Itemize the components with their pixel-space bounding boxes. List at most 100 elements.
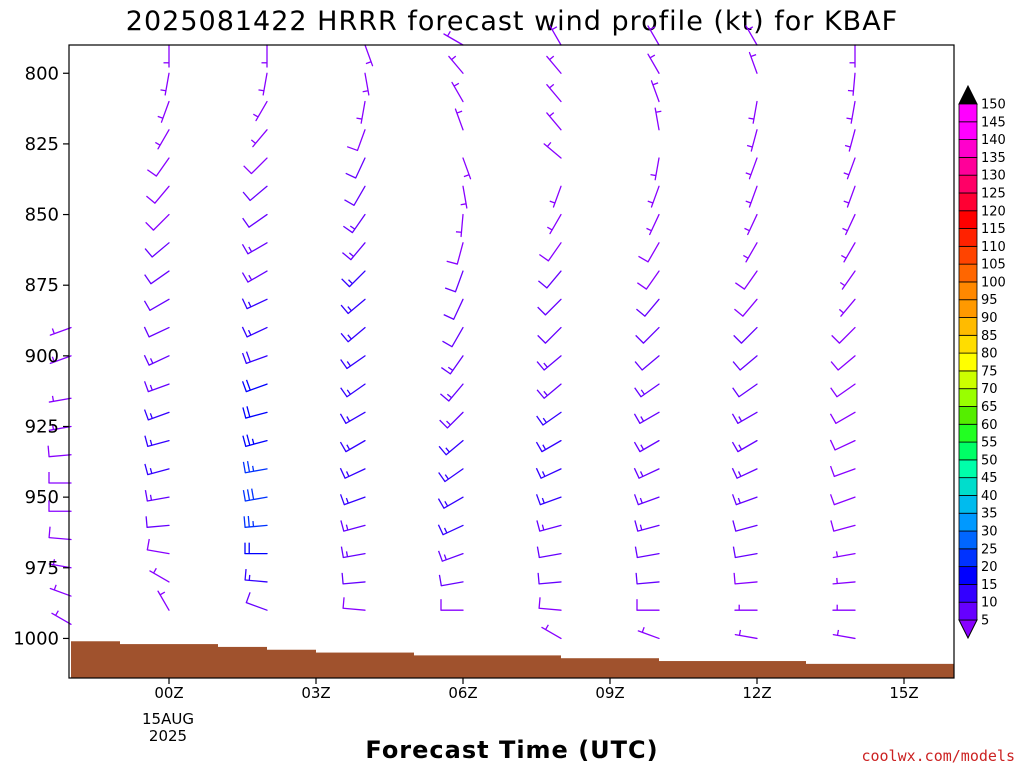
wind-barb	[745, 157, 758, 180]
wind-barb	[439, 411, 464, 429]
wind-barb	[143, 298, 170, 311]
x-tick-label: 00Z	[154, 684, 183, 702]
y-tick-label: 800	[25, 63, 59, 84]
wind-barb	[444, 270, 464, 293]
wind-barb	[537, 572, 562, 585]
colorbar-label: 135	[981, 151, 1006, 166]
wind-barb	[536, 383, 562, 399]
wind-barb	[732, 546, 758, 559]
wind-barb	[830, 520, 856, 532]
colorbar-label: 110	[981, 240, 1006, 255]
ground-segment	[414, 655, 561, 678]
wind-barb	[832, 629, 856, 640]
wind-barb	[734, 298, 758, 317]
wind-barb	[145, 213, 170, 231]
wind-barb	[143, 354, 170, 366]
colorbar-label: 120	[981, 204, 1006, 219]
wind-barb	[340, 298, 366, 315]
wind-barb	[49, 584, 72, 597]
wind-barb	[546, 55, 562, 74]
wind-barb	[743, 242, 758, 263]
wind-barb	[346, 129, 366, 152]
wind-barb	[258, 72, 268, 96]
colorbar-label: 15	[981, 578, 998, 593]
wind-barb	[546, 83, 562, 103]
wind-barb	[647, 25, 660, 46]
colorbar-label: 30	[981, 525, 998, 540]
wind-barb	[48, 395, 72, 403]
wind-barb	[541, 624, 562, 640]
wind-barb	[245, 592, 268, 611]
colorbar-label: 70	[981, 382, 998, 397]
wind-barb	[733, 326, 758, 344]
wind-barb	[243, 515, 268, 528]
wind-barb	[440, 383, 464, 402]
wind-barb	[635, 572, 660, 585]
wind-barb	[839, 270, 856, 290]
wind-barb	[356, 100, 366, 124]
wind-barb	[144, 242, 170, 258]
wind-barb	[144, 490, 170, 502]
wind-barb	[843, 157, 856, 180]
wind-barb	[829, 411, 856, 425]
wind-barb	[843, 185, 856, 208]
wind-barb	[650, 80, 660, 103]
wind-barb	[636, 298, 660, 317]
x-tick-label: 06Z	[448, 684, 477, 702]
wind-barb	[831, 326, 856, 344]
wind-barb	[535, 439, 562, 453]
wind-barb	[340, 383, 366, 398]
wind-barb	[646, 213, 660, 236]
wind-barb	[734, 270, 758, 290]
colorbar-swatch	[958, 139, 978, 158]
plot-area	[69, 45, 954, 678]
ground-fill	[71, 641, 954, 678]
colorbar-swatch	[958, 530, 978, 550]
colorbar-label: 45	[981, 471, 998, 486]
wind-barb	[460, 185, 468, 209]
wind-barb	[243, 157, 268, 175]
ground-segment	[659, 661, 806, 678]
colorbar-swatch	[958, 584, 978, 603]
wind-barb	[746, 129, 758, 152]
wind-barb	[155, 129, 170, 150]
colorbar-label: 145	[981, 115, 1006, 130]
wind-barb	[261, 44, 268, 68]
colorbar-label: 130	[981, 169, 1006, 184]
wind-barb	[732, 383, 758, 398]
wind-barb	[549, 185, 562, 208]
colorbar-swatch	[958, 423, 978, 443]
wind-barb	[242, 461, 268, 474]
wind-barb	[633, 494, 660, 506]
wind-barb	[241, 379, 268, 393]
colorbar-label: 85	[981, 329, 998, 344]
wind-barb	[157, 100, 170, 123]
wind-barb	[832, 604, 856, 611]
colorbar-swatch	[958, 299, 978, 318]
wind-barb	[163, 44, 170, 68]
wind-barb	[48, 472, 72, 484]
wind-barb	[830, 383, 856, 398]
wind-barb	[51, 610, 72, 625]
wind-barb	[242, 488, 268, 502]
x-sub-label-year: 2025	[149, 727, 187, 745]
wind-barb	[846, 100, 856, 124]
wind-barb	[250, 129, 268, 148]
x-sub-label-date: 15AUG	[142, 710, 194, 728]
ground-segment	[561, 658, 659, 678]
wind-barb	[650, 157, 660, 181]
wind-barb	[244, 568, 268, 583]
wind-barb	[634, 383, 660, 398]
colorbar-label: 75	[981, 364, 998, 379]
plot-background	[69, 45, 954, 678]
wind-barb	[538, 270, 562, 289]
wind-barb	[49, 326, 72, 336]
wind-barb	[144, 435, 170, 447]
wind-barb	[443, 298, 464, 320]
colorbar-label: 95	[981, 293, 998, 308]
colorbar-swatch	[958, 210, 978, 229]
colorbar-swatch	[958, 281, 978, 301]
wind-barb	[748, 51, 758, 74]
wind-barb	[438, 468, 464, 483]
wind-barb	[144, 463, 170, 476]
